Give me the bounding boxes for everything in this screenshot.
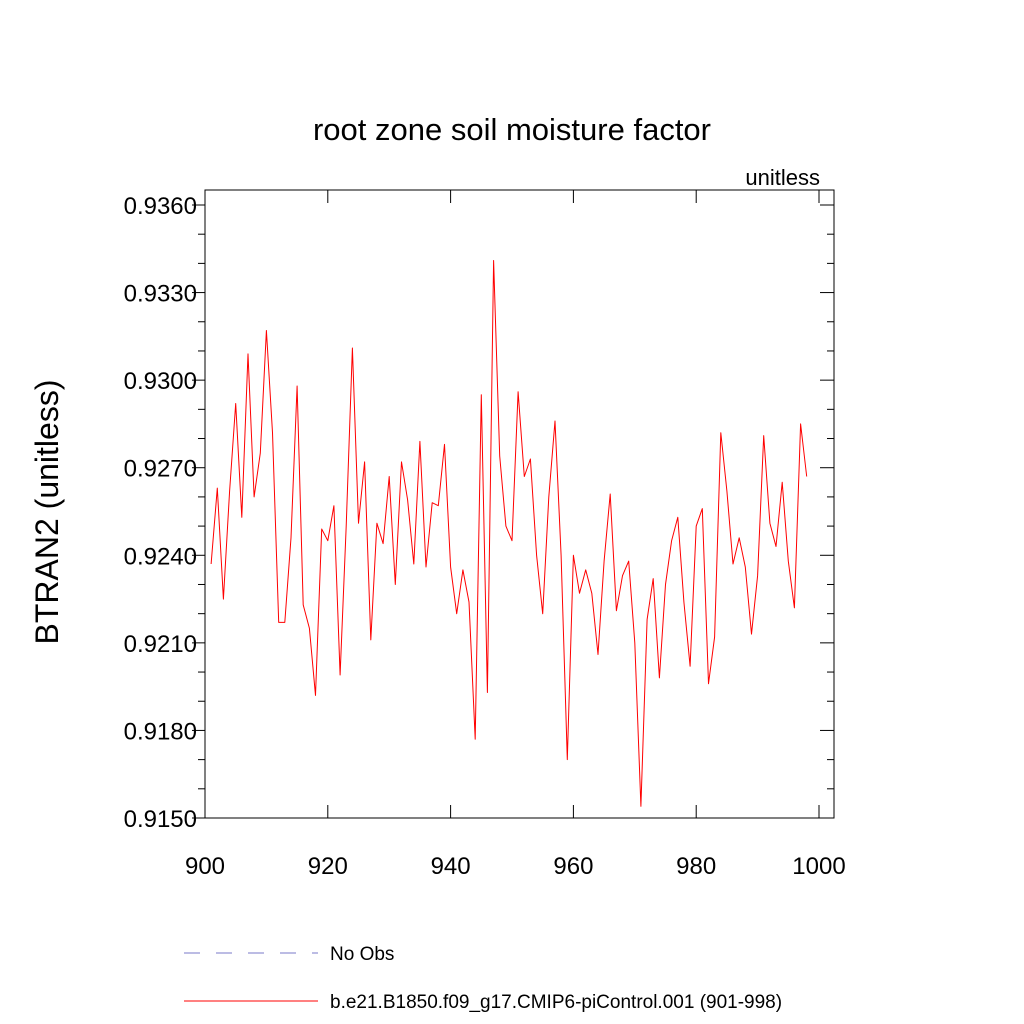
chart-title: root zone soil moisture factor (313, 112, 711, 147)
y-tick-label: 0.9300 (124, 368, 197, 395)
x-tick-label: 980 (676, 853, 716, 880)
y-tick-label: 0.9270 (124, 456, 197, 483)
series-layer (210, 260, 808, 807)
x-tick-label: 1000 (792, 853, 845, 880)
y-tick-label: 0.9360 (124, 193, 197, 220)
legend-label-model: b.e21.B1850.f09_g17.CMIP6-piControl.001 … (330, 992, 782, 1013)
y-tick-label: 0.9210 (124, 631, 197, 658)
x-tick-label: 920 (308, 853, 348, 880)
x-tick-label: 960 (553, 853, 593, 880)
y-tick-label: 0.9240 (124, 543, 197, 570)
y-axis-label: BTRAN2 (unitless) (29, 380, 65, 645)
legend-label-no-obs: No Obs (330, 944, 394, 965)
y-tick-label: 0.9150 (124, 806, 197, 833)
y-tick-label: 0.9180 (124, 718, 197, 745)
series-line (210, 260, 808, 807)
units-label: unitless (745, 165, 820, 190)
x-axis: 900 920 940 960 980 1000 (185, 190, 846, 880)
x-tick-label: 940 (431, 853, 471, 880)
legend: No Obs b.e21.B1850.f09_g17.CMIP6-piContr… (184, 944, 782, 1013)
x-tick-label: 900 (185, 853, 225, 880)
plot-frame (204, 189, 835, 819)
y-axis: 0.9150 0.9180 0.9210 0.9240 0.9270 0.9300 0.93… (124, 193, 834, 833)
y-tick-label: 0.9330 (124, 281, 197, 308)
